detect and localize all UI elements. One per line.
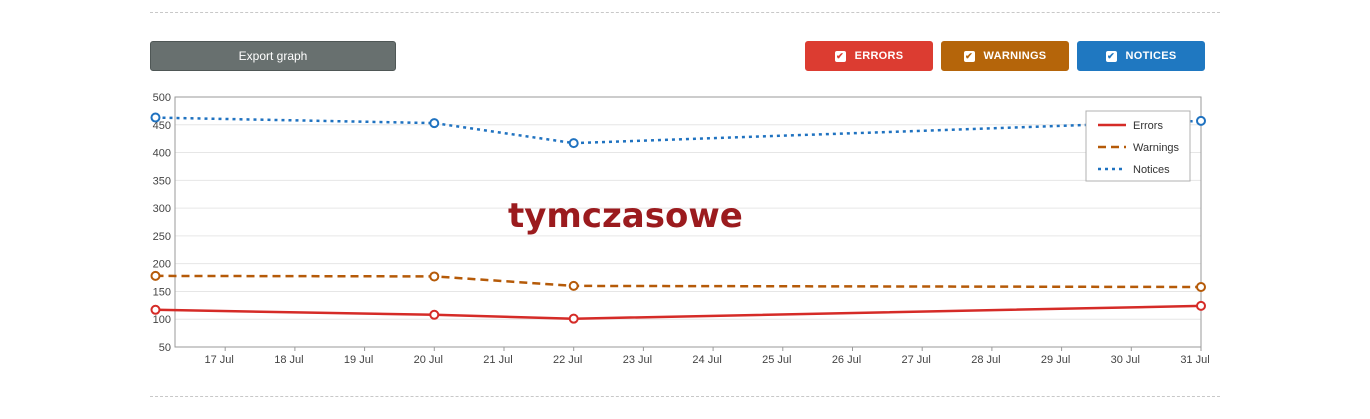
data-point-warnings	[1196, 282, 1206, 292]
data-point-errors	[429, 309, 440, 320]
legend-label-notices: Notices	[1133, 164, 1170, 176]
watermark-text: tymczasowe	[508, 196, 743, 236]
x-tick-label: 20 Jul	[414, 354, 443, 366]
y-tick-label: 150	[153, 286, 171, 298]
checkbox-checked-icon[interactable]: ✔	[963, 50, 975, 62]
series-line-errors	[155, 304, 1202, 320]
y-tick-label: 200	[153, 259, 171, 271]
data-point-warnings	[568, 280, 579, 291]
top-divider	[150, 12, 1220, 13]
toggle-errors-button[interactable]: ✔ ERRORS	[805, 41, 933, 71]
x-tick-label: 31 Jul	[1180, 354, 1209, 366]
toggle-notices-label: NOTICES	[1125, 50, 1177, 62]
y-tick-label: 450	[153, 120, 171, 132]
toggle-warnings-label: WARNINGS	[983, 50, 1047, 62]
x-tick-label: 21 Jul	[483, 354, 512, 366]
data-point-notices	[568, 138, 579, 149]
x-tick-label: 26 Jul	[832, 354, 861, 366]
data-point-errors	[1196, 300, 1206, 311]
x-tick-label: 18 Jul	[274, 354, 303, 366]
x-tick-label: 22 Jul	[553, 354, 582, 366]
y-tick-label: 250	[153, 231, 171, 243]
y-tick-label: 500	[153, 92, 171, 104]
data-point-notices	[150, 112, 161, 123]
x-tick-label: 29 Jul	[1041, 354, 1070, 366]
y-tick-label: 400	[153, 148, 171, 160]
series-line-notices	[155, 116, 1202, 145]
x-tick-label: 24 Jul	[692, 354, 721, 366]
x-tick-label: 25 Jul	[762, 354, 791, 366]
data-point-errors	[150, 304, 161, 315]
legend-label-errors: Errors	[1133, 120, 1163, 132]
series-line-warnings	[155, 274, 1202, 289]
checkbox-checked-icon[interactable]: ✔	[1105, 50, 1117, 62]
y-tick-label: 300	[153, 203, 171, 215]
legend-label-warnings: Warnings	[1133, 142, 1180, 154]
plot-frame	[174, 96, 1202, 348]
x-tick-label: 30 Jul	[1111, 354, 1140, 366]
x-tick-label: 23 Jul	[623, 354, 652, 366]
data-point-warnings	[429, 271, 440, 282]
toggle-errors-label: ERRORS	[854, 50, 904, 62]
x-tick-label: 17 Jul	[205, 354, 234, 366]
data-point-notices	[1196, 115, 1206, 126]
toggle-warnings-button[interactable]: ✔ WARNINGS	[941, 41, 1069, 71]
y-tick-label: 100	[153, 314, 171, 326]
y-tick-label: 50	[159, 342, 171, 354]
data-point-errors	[568, 313, 579, 324]
toggle-notices-button[interactable]: ✔ NOTICES	[1077, 41, 1205, 71]
data-point-notices	[429, 118, 440, 129]
data-point-warnings	[150, 270, 161, 281]
bottom-divider	[150, 396, 1220, 397]
checkbox-checked-icon[interactable]: ✔	[834, 50, 846, 62]
export-graph-button[interactable]: Export graph	[150, 41, 396, 71]
x-tick-label: 19 Jul	[344, 354, 373, 366]
y-tick-label: 350	[153, 175, 171, 187]
x-tick-label: 28 Jul	[971, 354, 1000, 366]
x-tick-label: 27 Jul	[902, 354, 931, 366]
